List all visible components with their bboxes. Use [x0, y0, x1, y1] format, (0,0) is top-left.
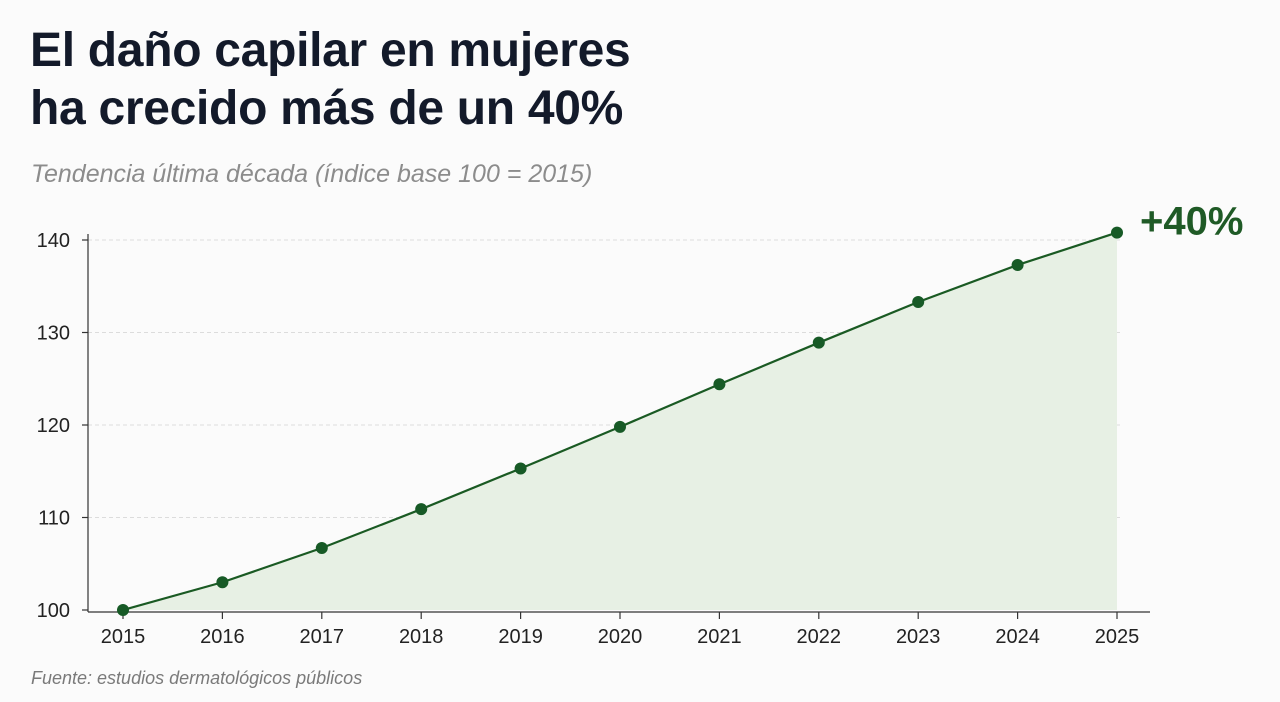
chart-title-line-1: El daño capilar en mujeres — [30, 24, 631, 77]
x-tick-label: 2018 — [399, 626, 444, 648]
data-point — [614, 420, 626, 433]
chart-title: El daño capilar en mujeres ha crecido má… — [30, 22, 631, 138]
x-tick-label: 2016 — [200, 626, 245, 648]
area-fill — [123, 232, 1117, 610]
data-point — [216, 576, 229, 589]
y-tick-label: 120 — [37, 415, 70, 437]
x-tick-label: 2023 — [896, 626, 941, 648]
data-point — [415, 503, 428, 516]
data-point — [912, 295, 925, 308]
y-tick-label: 140 — [37, 230, 70, 252]
x-tick-label: 2022 — [797, 626, 842, 648]
y-tick-label: 110 — [38, 508, 70, 530]
y-tick-label: 130 — [37, 323, 70, 345]
data-point — [315, 542, 328, 555]
x-tick-label: 2017 — [300, 626, 345, 648]
data-point — [1111, 226, 1123, 239]
x-tick-label: 2021 — [697, 626, 742, 648]
x-tick-label: 2025 — [1095, 626, 1140, 648]
data-point — [1011, 258, 1024, 271]
data-point — [713, 378, 726, 391]
data-point — [514, 462, 527, 475]
data-point — [812, 336, 825, 349]
source-note: Fuente: estudios dermatológicos públicos — [31, 668, 363, 688]
x-tick-label: 2020 — [598, 626, 643, 648]
chart-subtitle: Tendencia última década (índice base 100… — [31, 160, 593, 188]
data-point — [117, 604, 129, 616]
x-tick-label: 2019 — [498, 626, 543, 648]
x-tick-label: 2024 — [995, 626, 1040, 648]
growth-annotation: +40% — [1140, 200, 1243, 244]
y-tick-label: 100 — [37, 600, 70, 622]
chart-title-line-2: ha crecido más de un 40% — [30, 82, 624, 135]
x-tick-label: 2015 — [101, 626, 146, 648]
